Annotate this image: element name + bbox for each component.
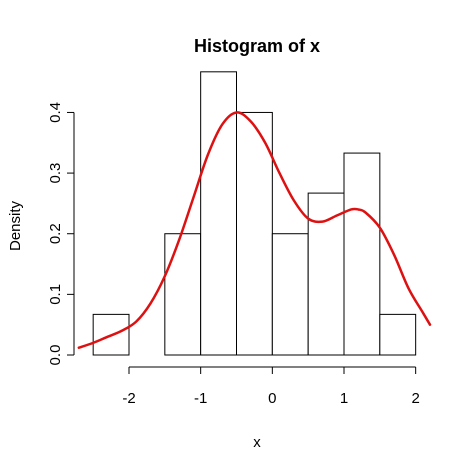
y-axis-ticks: 0.0 0.1 0.2 0.3 0.4 (47, 102, 74, 365)
x-axis-ticks: -2 -1 0 1 2 (122, 367, 420, 407)
histogram-bar (236, 111, 273, 356)
y-tick-label: 0.3 (47, 163, 64, 184)
histogram-bar (200, 71, 238, 356)
histogram-bar (307, 192, 345, 356)
histogram-bar (379, 313, 417, 356)
y-tick-label: 0.2 (47, 223, 64, 244)
x-tick-label: -1 (194, 390, 207, 407)
y-tick-label: 0.0 (47, 345, 64, 366)
y-tick-label: 0.1 (47, 284, 64, 305)
x-tick-label: 0 (268, 390, 276, 407)
x-tick-label: 1 (340, 390, 348, 407)
x-axis-label: x (253, 434, 261, 451)
y-tick-label: 0.4 (47, 102, 64, 123)
histogram-bar (164, 233, 202, 356)
histogram-bar (343, 152, 381, 356)
density-curve (77, 111, 432, 349)
x-tick-label: -2 (122, 390, 135, 407)
x-tick-label: 2 (411, 390, 419, 407)
chart-title: Histogram of x (194, 36, 320, 56)
histogram-bar (271, 233, 309, 356)
y-axis-label: Density (7, 200, 24, 251)
